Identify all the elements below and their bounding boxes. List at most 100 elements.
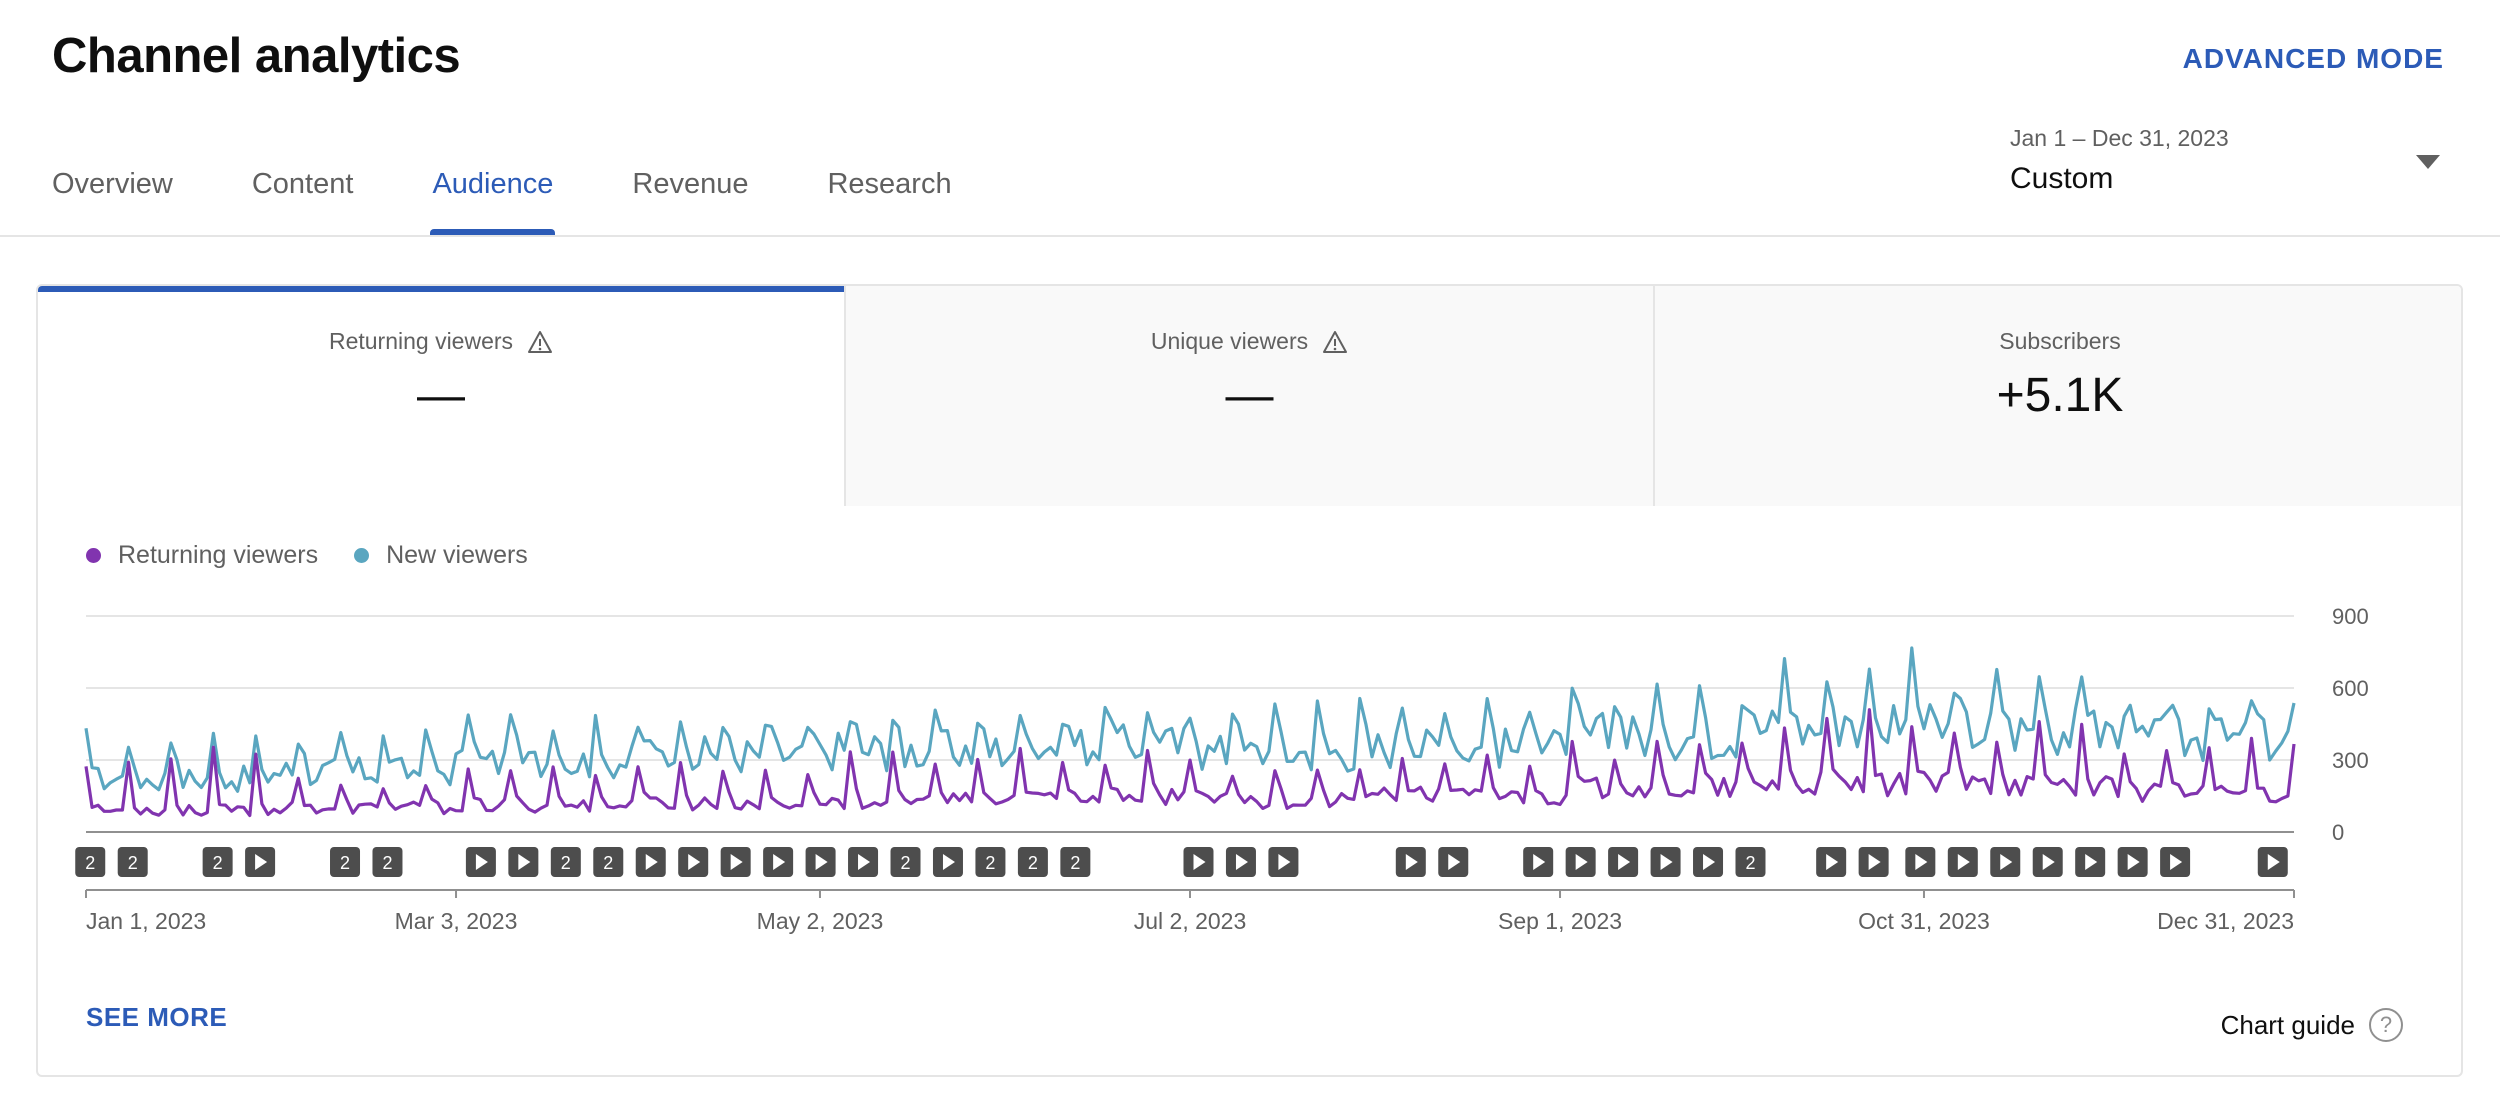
multi-video-marker[interactable]: 2 bbox=[117, 847, 148, 877]
video-marker-icon[interactable] bbox=[2032, 847, 2063, 877]
y-tick-label: 300 bbox=[2332, 748, 2369, 773]
video-marker-icon[interactable] bbox=[1693, 847, 1724, 877]
multi-video-marker[interactable]: 2 bbox=[1017, 847, 1048, 877]
date-range-dropdown[interactable]: Jan 1 – Dec 31, 2023 Custom bbox=[2010, 125, 2440, 205]
multi-video-marker[interactable]: 2 bbox=[372, 847, 403, 877]
video-marker-icon[interactable] bbox=[1858, 847, 1889, 877]
new-viewers-line bbox=[84, 646, 2296, 793]
metric-tab-unique-viewers[interactable]: Unique viewers — bbox=[846, 286, 1655, 506]
warning-triangle-icon[interactable] bbox=[1322, 330, 1348, 354]
legend-dot-icon bbox=[86, 548, 101, 563]
see-more-button[interactable]: SEE MORE bbox=[86, 1002, 228, 1032]
video-marker-icon[interactable] bbox=[2257, 847, 2288, 877]
y-tick-label: 900 bbox=[2332, 604, 2369, 629]
svg-text:2: 2 bbox=[603, 853, 613, 873]
x-tick-label: May 2, 2023 bbox=[757, 908, 884, 934]
metric-tab-subscribers[interactable]: Subscribers +5.1K bbox=[1655, 286, 2461, 506]
svg-text:2: 2 bbox=[561, 853, 571, 873]
multi-video-marker[interactable]: 2 bbox=[330, 847, 361, 877]
video-marker-icon[interactable] bbox=[1438, 847, 1469, 877]
video-marker-icon[interactable] bbox=[1947, 847, 1978, 877]
video-marker-icon[interactable] bbox=[932, 847, 963, 877]
video-marker-icon[interactable] bbox=[848, 847, 879, 877]
svg-text:2: 2 bbox=[985, 853, 995, 873]
metric-value: — bbox=[417, 369, 465, 422]
svg-text:2: 2 bbox=[1028, 853, 1038, 873]
chart-guide-button[interactable]: Chart guide ? bbox=[2221, 1008, 2403, 1042]
metric-label: Subscribers bbox=[1999, 328, 2121, 354]
video-marker-icon[interactable] bbox=[465, 847, 496, 877]
tab-revenue[interactable]: Revenue bbox=[632, 168, 749, 200]
video-marker-icon[interactable] bbox=[1650, 847, 1681, 877]
multi-video-marker[interactable]: 2 bbox=[1735, 847, 1766, 877]
video-marker-icon[interactable] bbox=[1608, 847, 1639, 877]
tab-research[interactable]: Research bbox=[827, 168, 952, 200]
tab-overview[interactable]: Overview bbox=[52, 168, 173, 200]
video-marker-icon[interactable] bbox=[763, 847, 794, 877]
header-divider bbox=[0, 235, 2500, 237]
video-marker-icon[interactable] bbox=[1990, 847, 2021, 877]
svg-text:2: 2 bbox=[1745, 853, 1755, 873]
x-tick-label: Mar 3, 2023 bbox=[395, 908, 518, 934]
video-marker-icon[interactable] bbox=[1816, 847, 1847, 877]
returning-viewers-line bbox=[84, 708, 2296, 818]
video-marker-icon[interactable] bbox=[1183, 847, 1214, 877]
x-tick-label: Jan 1, 2023 bbox=[86, 908, 206, 934]
video-marker-icon[interactable] bbox=[678, 847, 709, 877]
video-marker-icon[interactable] bbox=[2160, 847, 2191, 877]
video-marker-icon[interactable] bbox=[1395, 847, 1426, 877]
video-marker-icon[interactable] bbox=[2075, 847, 2106, 877]
metric-label: Unique viewers bbox=[1150, 328, 1309, 354]
video-marker-icon[interactable] bbox=[805, 847, 836, 877]
video-marker-icon[interactable] bbox=[1523, 847, 1554, 877]
date-range-text: Jan 1 – Dec 31, 2023 bbox=[2010, 125, 2229, 151]
x-tick-label: Oct 31, 2023 bbox=[1858, 908, 1990, 934]
svg-text:2: 2 bbox=[128, 853, 138, 873]
video-marker-icon[interactable] bbox=[2117, 847, 2148, 877]
svg-text:2: 2 bbox=[1070, 853, 1080, 873]
caret-down-icon bbox=[2416, 155, 2440, 169]
y-tick-label: 600 bbox=[2332, 676, 2369, 701]
metric-label: Returning viewers bbox=[328, 328, 514, 354]
chart-guide-label: Chart guide bbox=[2220, 1009, 2355, 1040]
tab-bar: Overview Content Audience Revenue Resear… bbox=[52, 168, 1031, 235]
multi-video-marker[interactable]: 2 bbox=[550, 847, 581, 877]
x-tick-label: Dec 31, 2023 bbox=[2157, 908, 2294, 934]
metric-value: +5.1K bbox=[1996, 369, 2124, 422]
video-marker-icon[interactable] bbox=[1268, 847, 1299, 877]
advanced-mode-button[interactable]: ADVANCED MODE bbox=[2182, 43, 2444, 74]
svg-text:2: 2 bbox=[213, 853, 223, 873]
svg-text:2: 2 bbox=[900, 853, 910, 873]
metric-tab-returning-viewers[interactable]: Returning viewers — bbox=[38, 286, 846, 506]
video-marker-icon[interactable] bbox=[245, 847, 276, 877]
multi-video-marker[interactable]: 2 bbox=[1060, 847, 1091, 877]
metric-value: — bbox=[1225, 369, 1274, 422]
multi-video-marker[interactable]: 2 bbox=[202, 847, 233, 877]
video-marker-icon[interactable] bbox=[1225, 847, 1256, 877]
date-mode-text: Custom bbox=[2010, 162, 2114, 195]
warning-triangle-icon[interactable] bbox=[527, 330, 553, 354]
line-chart: 0 300 600 900 2 2 2 2 2 2 2 2 2 2 2 2 Jan 1, 2023 Mar 3, … bbox=[75, 604, 2369, 934]
video-marker-icon[interactable] bbox=[1565, 847, 1596, 877]
multi-video-marker[interactable]: 2 bbox=[593, 847, 624, 877]
multi-video-marker[interactable]: 2 bbox=[975, 847, 1006, 877]
multi-video-marker[interactable]: 2 bbox=[890, 847, 921, 877]
legend-label: Returning viewers bbox=[118, 541, 319, 569]
legend-item-returning-viewers: Returning viewers bbox=[86, 541, 318, 570]
analytics-card: Returning viewers — Unique viewers — Sub… bbox=[36, 284, 2463, 1077]
video-marker-icon[interactable] bbox=[635, 847, 666, 877]
legend-dot-icon bbox=[354, 548, 370, 563]
x-tick-label: Sep 1, 2023 bbox=[1498, 908, 1622, 934]
svg-text:2: 2 bbox=[340, 853, 350, 873]
tab-content[interactable]: Content bbox=[251, 168, 354, 200]
multi-video-marker[interactable]: 2 bbox=[75, 847, 106, 877]
legend-label: New viewers bbox=[386, 541, 528, 569]
svg-text:2: 2 bbox=[382, 853, 392, 873]
video-marker-icon[interactable] bbox=[720, 847, 751, 877]
video-marker-icon[interactable] bbox=[508, 847, 539, 877]
video-marker-icon[interactable] bbox=[1905, 847, 1936, 877]
legend-item-new-viewers: New viewers bbox=[354, 541, 528, 570]
tab-audience[interactable]: Audience bbox=[430, 168, 556, 235]
y-tick-label: 0 bbox=[2332, 820, 2344, 845]
x-tick-label: Jul 2, 2023 bbox=[1134, 908, 1247, 934]
